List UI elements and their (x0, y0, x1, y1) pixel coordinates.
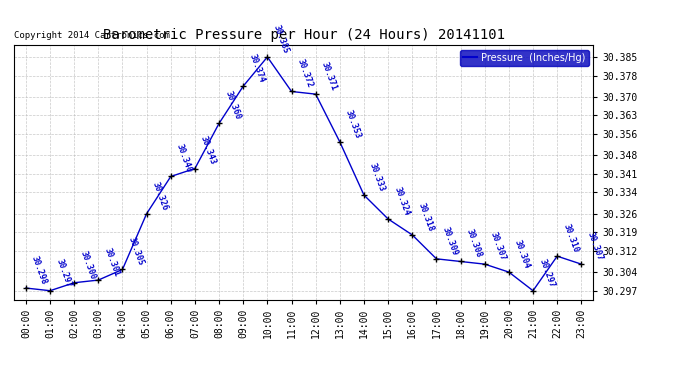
Text: 30.372: 30.372 (296, 58, 315, 89)
Text: 30.308: 30.308 (465, 228, 484, 260)
Text: 30.353: 30.353 (344, 108, 363, 140)
Title: Barometric Pressure per Hour (24 Hours) 20141101: Barometric Pressure per Hour (24 Hours) … (103, 28, 504, 42)
Text: 30.374: 30.374 (248, 53, 266, 84)
Text: 30.304: 30.304 (513, 238, 532, 270)
Legend: Pressure  (Inches/Hg): Pressure (Inches/Hg) (460, 50, 589, 66)
Text: 30.309: 30.309 (441, 225, 460, 256)
Text: 30.385: 30.385 (272, 24, 290, 55)
Text: 30.360: 30.360 (224, 90, 242, 121)
Text: 30.333: 30.333 (368, 162, 387, 193)
Text: 30.307: 30.307 (586, 231, 604, 262)
Text: Copyright 2014 Cartronics.com: Copyright 2014 Cartronics.com (14, 31, 170, 40)
Text: 30.300: 30.300 (79, 249, 97, 280)
Text: 30.301: 30.301 (103, 247, 121, 278)
Text: 30.326: 30.326 (151, 180, 170, 212)
Text: 30.343: 30.343 (199, 135, 218, 166)
Text: 30.307: 30.307 (489, 231, 508, 262)
Text: 30.297: 30.297 (55, 257, 73, 288)
Text: 30.305: 30.305 (127, 236, 146, 267)
Text: 30.318: 30.318 (417, 201, 435, 233)
Text: 30.297: 30.297 (538, 257, 556, 288)
Text: 30.298: 30.298 (30, 255, 49, 286)
Text: 30.324: 30.324 (393, 186, 411, 217)
Text: 30.371: 30.371 (320, 61, 339, 92)
Text: 30.340: 30.340 (175, 143, 194, 174)
Text: 30.310: 30.310 (562, 223, 580, 254)
